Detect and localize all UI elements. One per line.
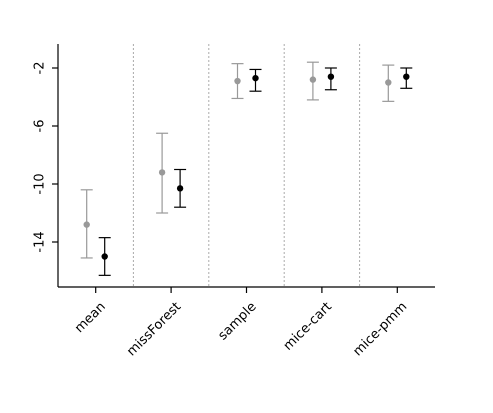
y-tick-label: -6 bbox=[33, 120, 48, 133]
y-axis-ticks: -2 -6 -10 -14 bbox=[33, 62, 58, 253]
x-category-label: mean bbox=[72, 299, 109, 336]
x-category-label: missForest bbox=[124, 299, 184, 359]
data-point bbox=[176, 185, 184, 192]
x-category-label: mice-pmm bbox=[350, 299, 410, 359]
data-points bbox=[83, 73, 410, 260]
data-point bbox=[101, 253, 108, 260]
data-point bbox=[403, 73, 410, 80]
data-point bbox=[83, 221, 90, 228]
error-bars bbox=[80, 61, 413, 276]
category-separators bbox=[132, 44, 361, 287]
axes bbox=[57, 44, 435, 288]
data-point bbox=[158, 169, 166, 176]
y-tick-label: -10 bbox=[33, 173, 48, 194]
x-category-label: mice-cart bbox=[281, 299, 335, 353]
data-point bbox=[252, 74, 259, 82]
data-point bbox=[309, 76, 317, 83]
x-category-label: sample bbox=[216, 299, 260, 343]
y-tick-label: -2 bbox=[33, 62, 48, 75]
data-point bbox=[385, 79, 392, 86]
data-point bbox=[327, 73, 335, 80]
x-axis-labels: mean missForest sample mice-cart mice-pmm bbox=[72, 287, 410, 359]
data-point bbox=[234, 77, 241, 85]
y-tick-label: -14 bbox=[33, 231, 48, 252]
